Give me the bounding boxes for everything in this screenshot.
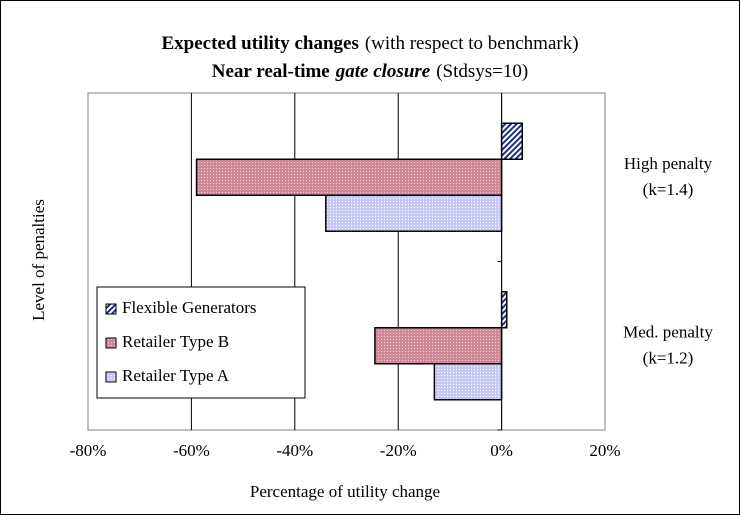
x-axis-label: Percentage of utility change (250, 482, 440, 501)
x-tick-label: -40% (276, 441, 313, 460)
category-label: High penalty (624, 154, 713, 173)
x-tick-label: -80% (70, 441, 107, 460)
title-segment: gate closure (335, 61, 431, 82)
legend-box (96, 286, 306, 399)
x-tick-label: 0% (490, 441, 513, 460)
chart-title: Near real-time gate closure (Stdsys=10) (212, 61, 528, 82)
category-label: (k=1.2) (643, 349, 694, 368)
title-segment: Expected utility changes (161, 33, 358, 54)
bar (500, 122, 524, 160)
x-tick-label: -60% (173, 441, 210, 460)
x-tick-label: -20% (380, 441, 417, 460)
bar (433, 363, 503, 401)
title-segment: (with respect to benchmark) (365, 33, 579, 54)
legend-label: Retailer Type B (122, 332, 229, 351)
category-label: (k=1.4) (643, 180, 694, 199)
title-segment: Near real-time (212, 61, 330, 82)
category-label: Med. penalty (623, 323, 713, 342)
bar (195, 158, 503, 196)
x-tick-label: 20% (589, 441, 620, 460)
legend-swatch (105, 303, 117, 315)
legend-swatch (105, 337, 117, 349)
bar (500, 291, 508, 329)
bar (325, 194, 503, 232)
legend-label: Flexible Generators (122, 298, 257, 317)
bar (374, 327, 503, 365)
y-axis-label: Level of penalties (29, 199, 48, 321)
title-segment: (Stdsys=10) (436, 61, 528, 82)
legend-label: Retailer Type A (122, 366, 230, 385)
chart-title: Expected utility changes (with respect to… (161, 33, 578, 54)
legend-swatch (105, 371, 117, 383)
